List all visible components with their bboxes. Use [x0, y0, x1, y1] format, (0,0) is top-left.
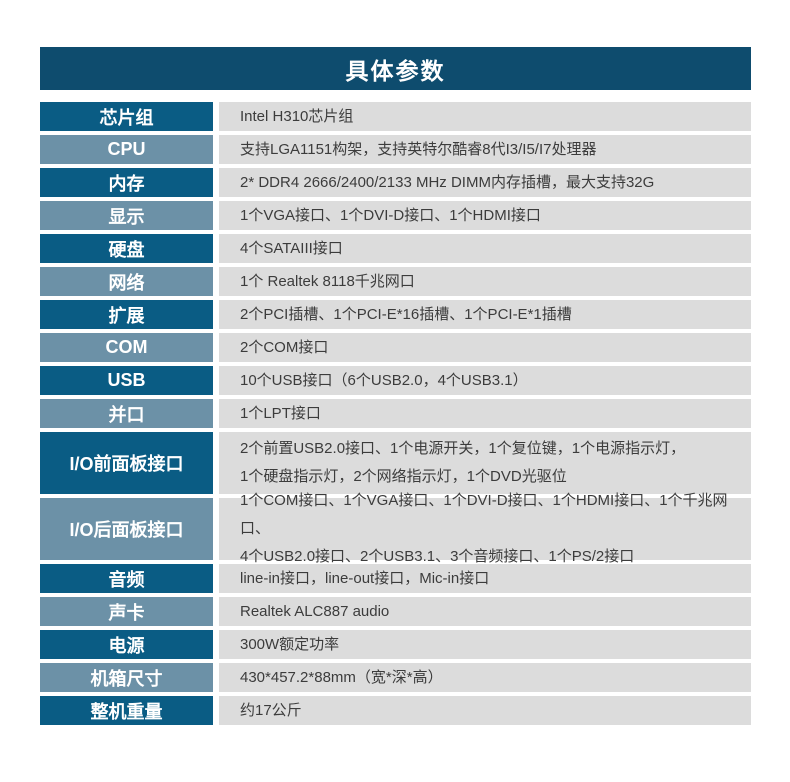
spec-row-chassis-size: 机箱尺寸 430*457.2*88mm（宽*深*高）: [40, 663, 751, 692]
row-value-chipset: Intel H310芯片组: [240, 107, 354, 125]
spec-row-parallel-port: 并口 1个LPT接口: [40, 399, 751, 428]
row-label-chassis-size: 机箱尺寸: [40, 663, 213, 692]
row-value-usb: 10个USB接口（6个USB2.0，4个USB3.1）: [240, 371, 528, 389]
spec-table: 具体参数 芯片组 Intel H310芯片组 CPU 支持LGA1151构架，支…: [40, 47, 751, 729]
spec-row-io-front-panel: I/O前面板接口 2个前置USB2.0接口、1个电源开关，1个复位键，1个电源指…: [40, 432, 751, 494]
row-value-io-front-panel-line1: 2个前置USB2.0接口、1个电源开关，1个复位键，1个电源指示灯，: [240, 440, 686, 457]
row-label-io-rear-panel: I/O后面板接口: [40, 498, 213, 560]
row-label-storage: 硬盘: [40, 234, 213, 263]
row-value-sound-card: Realtek ALC887 audio: [240, 602, 390, 620]
row-value-audio: line-in接口，line-out接口，Mic-in接口: [240, 569, 490, 587]
row-label-com: COM: [40, 333, 213, 362]
spec-row-cpu: CPU 支持LGA1151构架，支持英特尔酷睿8代I3/I5/I7处理器: [40, 135, 751, 164]
row-value-cpu: 支持LGA1151构架，支持英特尔酷睿8代I3/I5/I7处理器: [240, 140, 597, 158]
spec-row-audio: 音频 line-in接口，line-out接口，Mic-in接口: [40, 564, 751, 593]
row-value-expansion: 2个PCI插槽、1个PCI-E*16插槽、1个PCI-E*1插槽: [240, 305, 572, 323]
row-label-io-front-panel: I/O前面板接口: [40, 432, 213, 494]
row-label-parallel-port: 并口: [40, 399, 213, 428]
row-value-io-front-panel-line2: 1个硬盘指示灯，2个网络指示灯，1个DVD光驱位: [240, 468, 567, 485]
row-value-power: 300W额定功率: [240, 635, 340, 653]
spec-row-io-rear-panel: I/O后面板接口 1个COM接口、1个VGA接口、1个DVI-D接口、1个HDM…: [40, 492, 751, 565]
row-label-sound-card: 声卡: [40, 597, 213, 626]
row-label-memory: 内存: [40, 168, 213, 197]
row-value-storage: 4个SATAIII接口: [240, 239, 343, 257]
page-title: 具体参数: [345, 57, 446, 84]
row-label-cpu: CPU: [40, 135, 213, 164]
spec-row-com: COM 2个COM接口: [40, 333, 751, 362]
table-header: 具体参数: [40, 47, 751, 90]
row-label-power: 电源: [40, 630, 213, 659]
spec-row-expansion: 扩展 2个PCI插槽、1个PCI-E*16插槽、1个PCI-E*1插槽: [40, 300, 751, 329]
row-value-io-rear-panel-line2: 4个USB2.0接口、2个USB3.1、3个音频接口、1个PS/2接口: [240, 548, 635, 565]
row-label-chipset: 芯片组: [40, 102, 213, 131]
row-value-com: 2个COM接口: [240, 338, 329, 356]
row-label-weight: 整机重量: [40, 696, 213, 725]
spec-row-memory: 内存 2* DDR4 2666/2400/2133 MHz DIMM内存插槽，最…: [40, 168, 751, 197]
row-value-chassis-size: 430*457.2*88mm（宽*深*高）: [240, 668, 443, 686]
spec-row-storage: 硬盘 4个SATAIII接口: [40, 234, 751, 263]
spec-row-power: 电源 300W额定功率: [40, 630, 751, 659]
spec-row-network: 网络 1个 Realtek 8118千兆网口: [40, 267, 751, 296]
spec-row-chipset: 芯片组 Intel H310芯片组: [40, 102, 751, 131]
row-value-network: 1个 Realtek 8118千兆网口: [240, 272, 415, 290]
spec-row-weight: 整机重量 约17公斤: [40, 696, 751, 725]
row-value-display: 1个VGA接口、1个DVI-D接口、1个HDMI接口: [240, 206, 541, 224]
row-label-audio: 音频: [40, 564, 213, 593]
row-label-usb: USB: [40, 366, 213, 395]
row-label-display: 显示: [40, 201, 213, 230]
row-value-io-rear-panel-line1: 1个COM接口、1个VGA接口、1个DVI-D接口、1个HDMI接口、1个千兆网…: [240, 492, 728, 537]
spec-row-display: 显示 1个VGA接口、1个DVI-D接口、1个HDMI接口: [40, 201, 751, 230]
spec-row-usb: USB 10个USB接口（6个USB2.0，4个USB3.1）: [40, 366, 751, 395]
spec-row-sound-card: 声卡 Realtek ALC887 audio: [40, 597, 751, 626]
row-value-memory: 2* DDR4 2666/2400/2133 MHz DIMM内存插槽，最大支持…: [240, 173, 655, 191]
row-value-parallel-port: 1个LPT接口: [240, 404, 321, 422]
row-label-expansion: 扩展: [40, 300, 213, 329]
row-label-network: 网络: [40, 267, 213, 296]
row-value-weight: 约17公斤: [240, 701, 302, 719]
